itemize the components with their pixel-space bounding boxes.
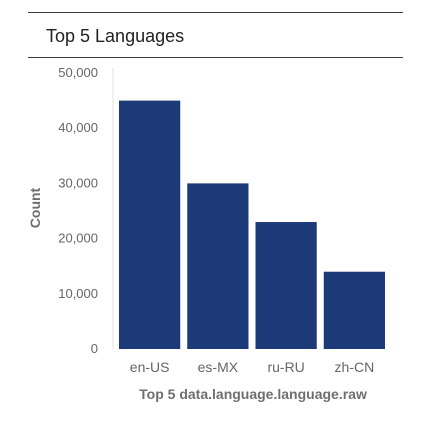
y-tick-label: 40,000	[58, 120, 98, 135]
x-axis-title: Top 5 data.language.language.raw	[139, 386, 367, 402]
y-tick-label: 30,000	[58, 175, 98, 190]
y-tick-label: 20,000	[58, 231, 98, 246]
bar-en-US[interactable]	[119, 101, 180, 349]
x-tick-label: zh-CN	[335, 359, 375, 375]
y-tick-label: 10,000	[58, 286, 98, 301]
y-axis-title: Count	[27, 187, 43, 228]
x-tick-label: es-MX	[198, 359, 239, 375]
x-tick-label: ru-RU	[267, 359, 304, 375]
x-tick-label: en-US	[130, 359, 170, 375]
y-tick-label: 50,000	[58, 65, 98, 80]
bar-es-MX[interactable]	[187, 183, 248, 349]
bar-zh-CN[interactable]	[324, 272, 385, 349]
bars	[119, 101, 385, 349]
y-tick-label: 0	[91, 341, 98, 356]
x-axis-ticks: en-US es-MX ru-RU zh-CN	[130, 359, 374, 375]
bar-ru-RU[interactable]	[256, 222, 317, 349]
y-axis-ticks: 0 10,000 20,000 30,000 40,000 50,000	[58, 65, 98, 356]
